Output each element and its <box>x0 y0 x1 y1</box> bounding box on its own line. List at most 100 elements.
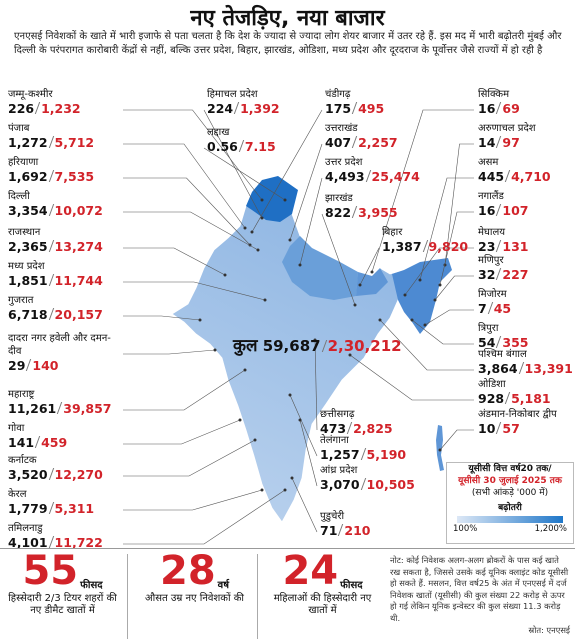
region-values: 3,864 13,391 <box>478 361 573 376</box>
stat: 28 वर्ष औसत उम्र नए निवेशकों की <box>137 549 252 642</box>
region-name: पुडुचेरी <box>320 511 345 522</box>
region-name: पंजाब <box>8 123 30 134</box>
separator <box>48 136 54 148</box>
region-old: 14 <box>478 135 496 150</box>
region-name: कर्नाटक <box>8 455 37 466</box>
region-new: 11,744 <box>54 273 103 288</box>
region-old: 1,257 <box>320 447 360 462</box>
region-new: 1,392 <box>240 101 280 116</box>
region-values: 473 2,825 <box>320 421 430 436</box>
region-label: आंध्र प्रदेश 3,070 10,505 <box>320 464 430 492</box>
region-values: 7 45 <box>478 301 573 316</box>
region-values: 1,387 9,820 <box>382 239 472 254</box>
region-new: 1,232 <box>41 101 81 116</box>
region-name: चंडीगढ़ <box>325 89 351 100</box>
region-old: 11,261 <box>8 401 57 416</box>
leader-dot <box>378 318 382 322</box>
region-label: चंडीगढ़ 175 495 <box>325 88 425 116</box>
region-name: मिजोरम <box>478 289 507 300</box>
separator <box>496 336 502 348</box>
region-label: ओडिशा 928 5,181 <box>478 378 573 406</box>
region-values: 822 3,955 <box>325 205 425 220</box>
region-name: दिल्ली <box>8 191 30 202</box>
leader-line <box>123 109 263 201</box>
separator <box>504 170 511 182</box>
separator <box>496 422 502 434</box>
leader-dot <box>243 368 247 372</box>
leader-dot <box>256 248 260 252</box>
region-values: 29 140 <box>8 358 118 373</box>
leader-dot <box>213 348 217 352</box>
region-values: 4,493 25,474 <box>325 169 425 184</box>
leader-line <box>203 147 286 201</box>
separator <box>238 140 245 152</box>
region-name: बिहार <box>382 227 403 238</box>
leader-dot <box>263 298 267 302</box>
region-name: मेघालय <box>478 227 506 238</box>
region-label: गुजरात 6,718 20,157 <box>8 294 138 322</box>
leader-line <box>349 354 474 401</box>
region-name: तेलंगाना <box>320 435 349 446</box>
divider <box>127 554 128 639</box>
separator <box>48 204 54 216</box>
region-values: 226 1,232 <box>8 101 138 116</box>
region-new: 355 <box>502 335 529 350</box>
region-old: 3,070 <box>320 477 360 492</box>
region-name: नगालैंड <box>478 191 504 202</box>
region-new: 210 <box>344 523 371 538</box>
leader-dot <box>288 238 292 242</box>
separator <box>338 524 344 536</box>
region-name: केरल <box>8 489 27 500</box>
region-old: 16 <box>478 203 496 218</box>
separator <box>48 502 54 514</box>
leader-dot <box>433 298 437 302</box>
region-name: झारखंड <box>325 193 353 204</box>
region-name: ओडिशा <box>478 379 506 390</box>
separator <box>48 536 54 548</box>
separator <box>48 274 54 286</box>
region-new: 25,474 <box>371 169 420 184</box>
separator <box>48 170 54 182</box>
region-values: 16 69 <box>478 101 573 116</box>
region-new: 13,391 <box>524 361 573 376</box>
leader-line <box>123 489 286 545</box>
region-name: महाराष्ट्र <box>8 389 35 400</box>
legend-label: बढ़ोतरी <box>498 503 522 513</box>
leader-line <box>123 143 246 229</box>
region-name: आंध्र प्रदेश <box>320 465 358 476</box>
leader-line <box>289 394 318 457</box>
region-label: त्रिपुरा 54 355 <box>478 322 573 350</box>
region-old: 1,387 <box>382 239 422 254</box>
leader-dot <box>298 418 302 422</box>
legend: यूसीसी वित्त वर्ष20 तक/ यूसीसी 30 जुलाई … <box>446 462 574 544</box>
region-values: 3,520 12,270 <box>8 467 138 482</box>
region-values: 11,261 39,857 <box>8 401 138 416</box>
separator <box>360 448 366 460</box>
region-old: 0.56 <box>207 139 238 154</box>
leader-line <box>439 429 474 451</box>
region-old: 4,493 <box>325 169 365 184</box>
leader-dot <box>283 198 287 202</box>
legend-title-1: यूसीसी वित्त वर्ष20 तक/ <box>468 464 552 474</box>
stat-value: 55 <box>22 548 79 594</box>
leader-dot <box>298 263 302 267</box>
region-values: 1,779 5,311 <box>8 501 138 516</box>
legend-note: (सभी आंकड़े '000 में) <box>471 488 549 498</box>
leader-dot <box>253 438 257 442</box>
stat-unit: फीसद <box>80 580 103 591</box>
leader-line <box>299 419 318 487</box>
separator <box>496 204 502 216</box>
stat: 24 फीसद महिलाओं की हिस्सेदारी नए खातों में <box>265 549 380 642</box>
leader-dot <box>358 283 362 287</box>
stat-unit: वर्ष <box>217 580 229 591</box>
region-label: उत्तराखंड 407 2,257 <box>325 122 425 150</box>
region-old: 10 <box>478 421 496 436</box>
leader-dot <box>260 216 264 220</box>
region-old: 54 <box>478 335 496 350</box>
region-values: 3,070 10,505 <box>320 477 430 492</box>
region-new: 7,535 <box>54 169 95 184</box>
separator <box>48 240 54 252</box>
leader-line <box>439 211 474 286</box>
region-new: 4,710 <box>511 169 551 184</box>
